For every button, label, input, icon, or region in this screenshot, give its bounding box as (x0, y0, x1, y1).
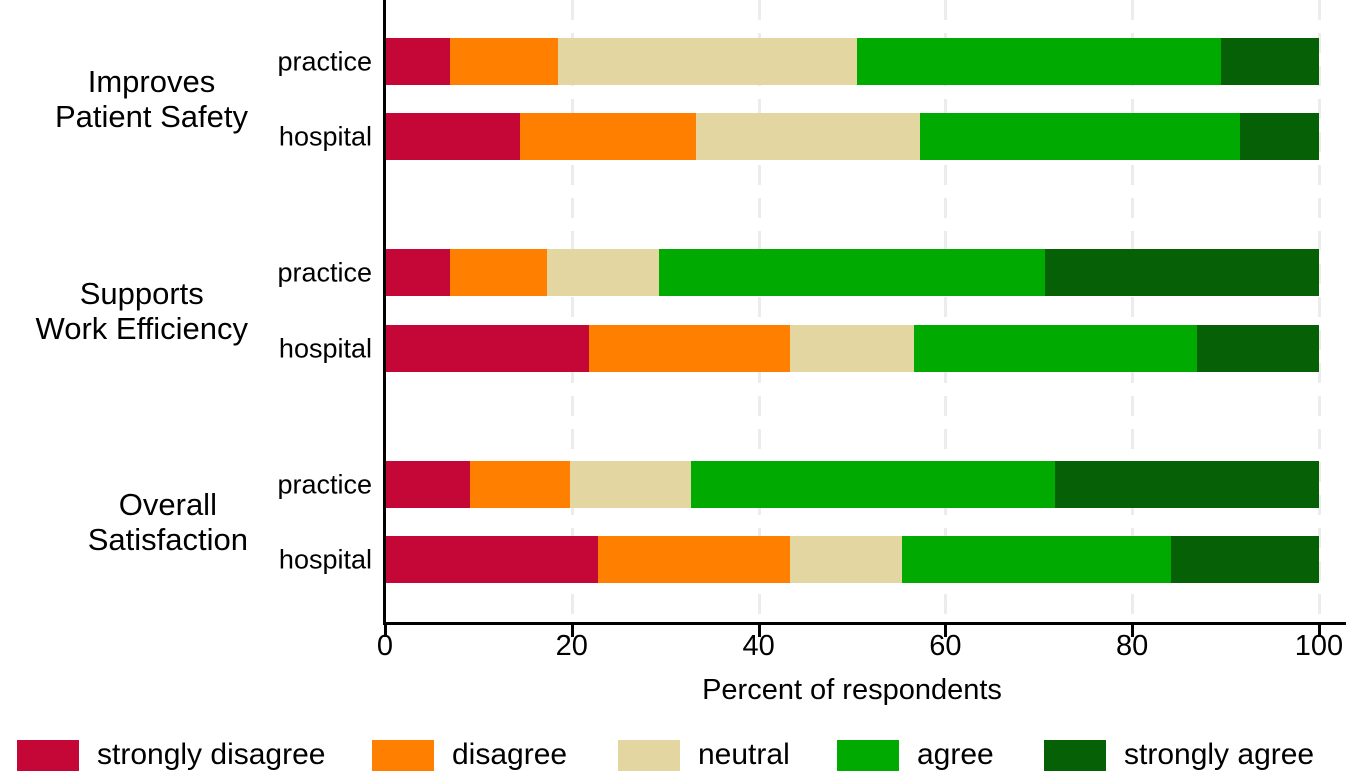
legend-item-agree: agree (837, 736, 994, 774)
bar-row-hospital (385, 536, 1319, 583)
bar-segment-strongly-disagree (385, 536, 598, 583)
bar-segment-neutral (569, 461, 692, 508)
bar-segment-disagree (597, 536, 791, 583)
x-tick-0 (384, 625, 387, 637)
x-tick-80 (1131, 625, 1135, 637)
gridline-40 (757, 0, 761, 622)
bar-label-practice: practice (277, 469, 372, 499)
gridline-20 (570, 0, 574, 622)
x-tick-label-0: 0 (376, 630, 394, 662)
bar-row-hospital (385, 325, 1319, 372)
gridline-100 (1318, 0, 1321, 622)
legend-swatch-agree (837, 739, 899, 771)
group-label-line: Patient Safety (54, 99, 248, 134)
legend-item-strongly-agree: strongly agree (1044, 736, 1314, 774)
x-tick-20 (570, 625, 574, 637)
group-label-1: Supports Work Efficiency (36, 276, 248, 346)
bar-segment-agree (856, 38, 1221, 85)
x-tick-label-100: 100 (1294, 630, 1344, 662)
legend-item-disagree: disagree (372, 736, 567, 774)
bar-segment-neutral (557, 38, 857, 85)
bar-segment-neutral (790, 325, 914, 372)
bar-segment-disagree (469, 461, 570, 508)
legend-label: agree (917, 738, 994, 771)
x-axis-title: Percent of respondents (702, 674, 1002, 706)
bar-row-practice (385, 38, 1319, 85)
legend-label: strongly disagree (97, 738, 326, 771)
group-label-line: Improves (87, 64, 216, 99)
bar-row-practice (385, 461, 1319, 508)
bar-label-practice: practice (277, 46, 372, 76)
group-label-2: Overall Satisfaction (88, 487, 248, 557)
bar-segment-neutral (546, 249, 659, 296)
bar-label-hospital: hospital (278, 333, 372, 363)
bar-segment-disagree (450, 249, 547, 296)
bar-segment-strongly-disagree (385, 325, 589, 372)
legend-swatch-disagree (372, 739, 434, 771)
bar-label-practice: practice (277, 257, 372, 287)
x-axis-line (383, 622, 1346, 625)
bar-row-hospital (385, 113, 1319, 160)
x-tick-100 (1318, 625, 1321, 637)
bar-segment-strongly-agree (1045, 249, 1319, 296)
bar-segment-agree (920, 113, 1240, 160)
y-axis-line (383, 0, 386, 625)
bar-segment-strongly-disagree (385, 249, 451, 296)
group-label-0: Improves Patient Safety (55, 64, 248, 134)
legend-label: neutral (698, 738, 790, 771)
plot-area (385, 0, 1321, 622)
bar-segment-agree (902, 536, 1172, 583)
bar-segment-strongly-agree (1239, 113, 1319, 160)
group-label-line: Supports (79, 275, 204, 311)
legend-swatch-neutral (618, 739, 680, 771)
bar-segment-neutral (696, 113, 921, 160)
bar-segment-strongly-disagree (385, 38, 451, 85)
x-tick-label-60: 60 (929, 630, 962, 662)
legend: strongly disagree disagree neutral agree str… (0, 736, 1350, 776)
bar-segment-agree (658, 249, 1046, 296)
bar-segment-strongly-agree (1196, 325, 1319, 372)
gridline-60 (944, 0, 948, 622)
legend-label: disagree (452, 738, 568, 771)
bar-segment-neutral (790, 536, 903, 583)
bar-segment-agree (691, 461, 1055, 508)
bar-segment-strongly-agree (1220, 38, 1319, 85)
legend-item-neutral: neutral (618, 736, 790, 774)
legend-swatch-strongly-disagree (17, 739, 79, 771)
bar-segment-disagree (520, 113, 696, 160)
bar-segment-strongly-disagree (385, 461, 470, 508)
bar-label-hospital: hospital (278, 121, 372, 151)
bar-segment-disagree (450, 38, 558, 85)
x-tick-60 (944, 625, 948, 637)
bar-segment-agree (913, 325, 1197, 372)
bar-segment-strongly-agree (1054, 461, 1319, 508)
bar-segment-strongly-agree (1171, 536, 1319, 583)
legend-swatch-strongly-agree (1044, 739, 1106, 771)
bar-segment-disagree (588, 325, 791, 372)
bar-segment-strongly-disagree (385, 113, 521, 160)
group-label-line: Overall (118, 487, 217, 522)
x-tick-label-40: 40 (742, 630, 775, 662)
group-label-line: Satisfaction (87, 522, 248, 557)
bar-row-practice (385, 249, 1319, 296)
group-label-line: Work Efficiency (35, 310, 248, 346)
x-tick-label-80: 80 (1116, 630, 1149, 662)
bar-label-hospital: hospital (278, 544, 372, 574)
legend-item-strongly-disagree: strongly disagree (17, 736, 325, 774)
legend-label: strongly agree (1124, 738, 1315, 771)
x-tick-label-20: 20 (555, 630, 588, 662)
gridline-80 (1131, 0, 1135, 622)
x-tick-40 (757, 625, 761, 637)
